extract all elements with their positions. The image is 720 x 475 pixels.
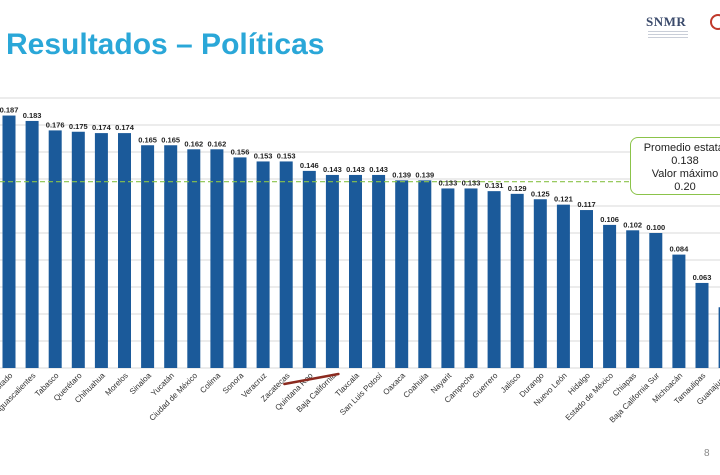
bar-value-label: 0.187: [0, 106, 18, 115]
bar: [487, 191, 501, 368]
snmr-logo: SNMR: [646, 12, 720, 46]
bar-value-label: 0.143: [323, 165, 342, 174]
bar-value-label: 0.117: [577, 200, 595, 209]
logo-text: SNMR: [646, 14, 687, 29]
bar-value-label: 0.063: [693, 273, 712, 282]
bar: [603, 224, 617, 368]
bar: [279, 161, 293, 368]
bar: [556, 204, 570, 368]
legend-average-value: 0.138: [671, 155, 699, 167]
bar-value-label: 0.175: [69, 122, 88, 131]
bar: [510, 193, 524, 368]
bar: [141, 145, 155, 368]
bar-value-label: 0.139: [415, 170, 434, 179]
bar: [164, 145, 178, 368]
bar: [672, 254, 686, 368]
bar-value-label: 0.162: [208, 139, 227, 148]
bar: [441, 188, 455, 368]
bar-value-label: 0.084: [670, 245, 690, 254]
bar-value-label: 0.133: [439, 178, 458, 187]
bar-value-label: 0.165: [138, 135, 157, 144]
bar: [325, 174, 339, 368]
bar: [187, 149, 201, 368]
page-title: Resultados – Políticas: [6, 28, 325, 61]
bar: [649, 233, 663, 368]
bar-value-label: 0.102: [623, 220, 642, 229]
bar-value-label: 0.153: [277, 151, 296, 160]
bar: [256, 161, 270, 368]
bar: [464, 188, 478, 368]
bar: [372, 174, 386, 368]
category-tick-label: Morelos: [103, 371, 129, 397]
bar: [626, 230, 640, 368]
bar: [25, 120, 39, 368]
logo-mark-icon: [710, 14, 720, 30]
bar-value-label: 0.176: [46, 120, 65, 129]
bar-value-label: 0.162: [184, 139, 203, 148]
bar-value-label: 0.183: [23, 111, 42, 120]
bar-value-label: 0.165: [161, 135, 180, 144]
bar-value-label: 0.139: [392, 170, 411, 179]
bar-value-label: 0.153: [254, 151, 273, 160]
bar: [71, 131, 85, 368]
bars: [2, 115, 720, 368]
bar-value-label: 0.174: [115, 123, 135, 132]
bar-value-label: 0.100: [646, 223, 665, 232]
category-tick-label: Coahuila: [402, 371, 431, 400]
bar: [580, 210, 593, 368]
bar-value-label: 0.146: [300, 161, 319, 170]
legend-max-value: 0.20: [674, 181, 696, 193]
highlight-underline: [283, 372, 340, 386]
bar: [302, 170, 316, 368]
bar-value-label: 0.174: [92, 123, 112, 132]
logo-subtitle-lines: [648, 31, 688, 39]
bar-value-label: 0.106: [600, 215, 619, 224]
bar-value-label: 0.129: [508, 184, 527, 193]
category-tick-labels: EstadoAguascalientesTabascoQuerétaroChih…: [0, 371, 720, 425]
bar: [718, 307, 720, 368]
average-legend-box: Promedio estatal 0.138 Valor máximo 0.20: [630, 137, 720, 195]
bar-value-label: 0.125: [531, 189, 550, 198]
bar: [118, 133, 131, 368]
bar: [94, 133, 108, 368]
category-tick-label: Guerrero: [471, 371, 500, 400]
bar: [395, 180, 409, 368]
page-number: 8: [704, 448, 710, 459]
bar-value-label: 0.156: [231, 147, 250, 156]
bar-value-label: 0.133: [462, 178, 481, 187]
bar: [695, 282, 709, 368]
bar: [210, 149, 224, 368]
bar: [48, 130, 62, 368]
legend-average-label: Promedio estatal: [643, 142, 720, 154]
category-tick-label: Colima: [198, 371, 222, 395]
bar: [349, 174, 362, 368]
category-tick-label: San Luis Potosí: [338, 371, 385, 418]
legend-max-label: Valor máximo: [651, 168, 719, 180]
bar: [533, 199, 547, 368]
bar-value-label: 0.143: [369, 165, 388, 174]
bar-value-label: 0.131: [485, 181, 504, 190]
bar: [418, 180, 432, 368]
bar-value-label: 0.143: [346, 165, 365, 174]
bar: [2, 115, 16, 368]
bar: [233, 157, 247, 368]
bar-value-label: 0.121: [554, 195, 573, 204]
